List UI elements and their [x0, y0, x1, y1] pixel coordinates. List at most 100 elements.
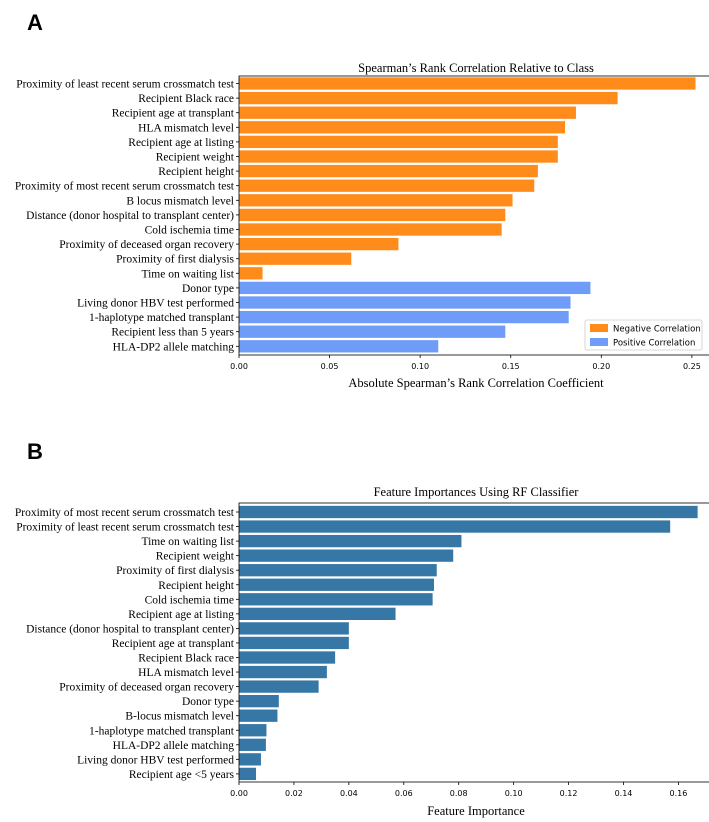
- panel-b-bar-recipient-age-5-years: [239, 767, 257, 781]
- panel-a-bars: Proximity of least recent serum crossmat…: [15, 77, 696, 353]
- panel-a-category-label: Proximity of deceased organ recovery: [59, 239, 234, 251]
- panel-a-category-label: Recipient age at listing: [128, 137, 234, 149]
- panel-b-bar-hla-dp2-allele-matching: [239, 738, 266, 751]
- panel-b-category-label: Proximity of first dialysis: [116, 565, 234, 577]
- legend-swatch-positive: [590, 338, 608, 346]
- panel-b-x-tick-label: 0.08: [450, 789, 468, 798]
- panel-b-category-label: 1-haplotype matched transplant: [89, 725, 235, 737]
- panel-b-bar-recipient-age-at-listing: [239, 607, 396, 620]
- panel-b-category-label: Proximity of least recent serum crossmat…: [16, 522, 235, 534]
- panel-b-category-label: Proximity of most recent serum crossmatc…: [15, 507, 235, 519]
- panel-b: B Feature Importances Using RF Classifie…: [15, 439, 709, 818]
- panel-a-x-tick-label: 0.00: [230, 362, 248, 371]
- panel-a-bar-distance-donor-hospital-to-transplant-center: [239, 208, 506, 222]
- panel-b-bar-proximity-of-deceased-organ-recovery: [239, 680, 319, 693]
- panel-a-bar-proximity-of-least-recent-serum-crossmatch-test: [239, 77, 696, 90]
- panel-a-bar-recipient-age-at-transplant: [239, 106, 576, 119]
- panel-b-bar-hla-mismatch-level: [239, 665, 327, 679]
- panel-b-bar-living-donor-hbv-test-performed: [239, 753, 261, 766]
- panel-letter-b: B: [27, 439, 43, 464]
- panel-a: A Spearman’s Rank Correlation Relative t…: [15, 10, 709, 390]
- panel-a-category-label: B locus mismatch level: [126, 195, 234, 207]
- panel-a-bar-recipient-black-race: [239, 91, 618, 105]
- panel-a-category-label: Recipient height: [158, 166, 234, 178]
- panel-b-category-label: Recipient age <5 years: [129, 769, 235, 781]
- panel-a-x-tick-label: 0.10: [411, 362, 429, 371]
- panel-b-title: Feature Importances Using RF Classifier: [374, 485, 580, 499]
- panel-b-bar-recipient-age-at-transplant: [239, 636, 349, 650]
- panel-a-bar-hla-dp2-allele-matching: [239, 340, 439, 353]
- panel-b-x-tick-label: 0.06: [395, 789, 413, 798]
- panel-a-x-tick-label: 0.15: [502, 362, 520, 371]
- panel-a-category-label: Living donor HBV test performed: [77, 298, 234, 310]
- panel-b-category-label: Recipient age at transplant: [112, 638, 235, 650]
- panel-a-category-label: Recipient less than 5 years: [111, 327, 234, 339]
- panel-a-bar-hla-mismatch-level: [239, 121, 566, 134]
- panel-b-bar-distance-donor-hospital-to-transplant-center: [239, 622, 349, 635]
- panel-a-category-label: Proximity of first dialysis: [116, 254, 234, 266]
- panel-b-category-label: Cold ischemia time: [145, 594, 234, 606]
- panel-a-category-label: Distance (donor hospital to transplant c…: [26, 210, 234, 222]
- panel-b-category-label: Recipient age at listing: [128, 609, 234, 621]
- panel-a-plot-frame: [238, 75, 709, 356]
- panel-b-x-axis-label: Feature Importance: [427, 804, 525, 818]
- panel-a-bar-recipient-weight: [239, 150, 558, 163]
- panel-b-bar-proximity-of-first-dialysis: [239, 564, 437, 577]
- panel-a-title: Spearman’s Rank Correlation Relative to …: [358, 61, 594, 75]
- panel-b-x-ticks: 0.00 0.02 0.04 0.06 0.08 0.10 0.12 0.14 0.16: [230, 782, 687, 798]
- panel-b-category-label: Recipient weight: [156, 551, 235, 563]
- panel-b-x-tick-label: 0.02: [285, 789, 303, 798]
- panel-b-category-label: Recipient Black race: [138, 653, 234, 665]
- panel-a-category-label: Time on waiting list: [141, 268, 234, 280]
- panel-a-bar-proximity-of-first-dialysis: [239, 252, 352, 265]
- panel-a-x-axis-label: Absolute Spearman’s Rank Correlation Coe…: [348, 376, 604, 390]
- panel-b-x-tick-label: 0.14: [615, 789, 633, 798]
- legend-label-negative: Negative Correlation: [613, 325, 701, 335]
- panel-b-category-label: Donor type: [182, 696, 234, 708]
- panel-a-bar-cold-ischemia-time: [239, 223, 502, 236]
- panel-b-bar-donor-type: [239, 695, 279, 708]
- panel-a-category-label: Recipient Black race: [138, 93, 234, 105]
- panel-a-bar-recipient-less-than-5-years: [239, 325, 506, 338]
- panel-b-bars: Proximity of most recent serum crossmatc…: [15, 505, 698, 781]
- panel-a-x-tick-label: 0.05: [321, 362, 339, 371]
- panel-a-bar-1-haplotype-matched-transplant: [239, 310, 569, 324]
- panel-a-category-label: HLA-DP2 allele matching: [113, 341, 235, 353]
- panel-a-bar-time-on-waiting-list: [239, 267, 263, 280]
- panel-a-bar-living-donor-hbv-test-performed: [239, 296, 571, 309]
- panel-b-bar-cold-ischemia-time: [239, 593, 433, 606]
- panel-a-category-label: Recipient age at transplant: [112, 108, 235, 120]
- panel-a-bar-recipient-height: [239, 164, 538, 178]
- panel-a-category-label: Proximity of least recent serum crossmat…: [16, 79, 235, 91]
- panel-b-category-label: Time on waiting list: [141, 536, 234, 548]
- panel-a-bar-donor-type: [239, 281, 591, 295]
- panel-b-bar-1-haplotype-matched-transplant: [239, 724, 267, 737]
- panel-b-plot-frame: [238, 502, 709, 783]
- panel-a-category-label: 1-haplotype matched transplant: [89, 312, 235, 324]
- panel-a-legend: Negative Correlation Positive Correlatio…: [584, 319, 703, 351]
- panel-b-category-label: Living donor HBV test performed: [77, 754, 234, 766]
- panel-a-category-label: Cold ischemia time: [145, 225, 234, 237]
- panel-b-bar-recipient-height: [239, 578, 434, 591]
- panel-a-x-tick-label: 0.25: [683, 362, 701, 371]
- panel-b-category-label: HLA-DP2 allele matching: [113, 740, 235, 752]
- legend-frame: [584, 319, 703, 351]
- panel-a-category-label: Proximity of most recent serum crossmatc…: [15, 181, 235, 193]
- panel-b-category-label: Distance (donor hospital to transplant c…: [26, 623, 234, 635]
- panel-a-category-label: HLA mismatch level: [138, 122, 234, 134]
- panel-a-bar-proximity-of-most-recent-serum-crossmatch-test: [239, 179, 535, 192]
- legend-label-positive: Positive Correlation: [613, 339, 695, 349]
- panel-a-category-label: Recipient weight: [156, 152, 235, 164]
- panel-a-bar-recipient-age-at-listing: [239, 135, 558, 149]
- panel-a-x-ticks: 0.00 0.05 0.10 0.15 0.20 0.25: [230, 355, 701, 371]
- panel-b-bar-time-on-waiting-list: [239, 534, 462, 548]
- panel-a-bar-b-locus-mismatch-level: [239, 194, 513, 207]
- panel-b-category-label: Recipient height: [158, 580, 234, 592]
- panel-b-x-tick-label: 0.04: [340, 789, 358, 798]
- panel-b-category-label: B-locus mismatch level: [125, 711, 234, 723]
- panel-b-bar-proximity-of-least-recent-serum-crossmatch-test: [239, 520, 671, 533]
- panel-b-x-tick-label: 0.16: [670, 789, 688, 798]
- panel-b-bar-recipient-weight: [239, 549, 454, 562]
- panel-b-category-label: Proximity of deceased organ recovery: [59, 682, 234, 694]
